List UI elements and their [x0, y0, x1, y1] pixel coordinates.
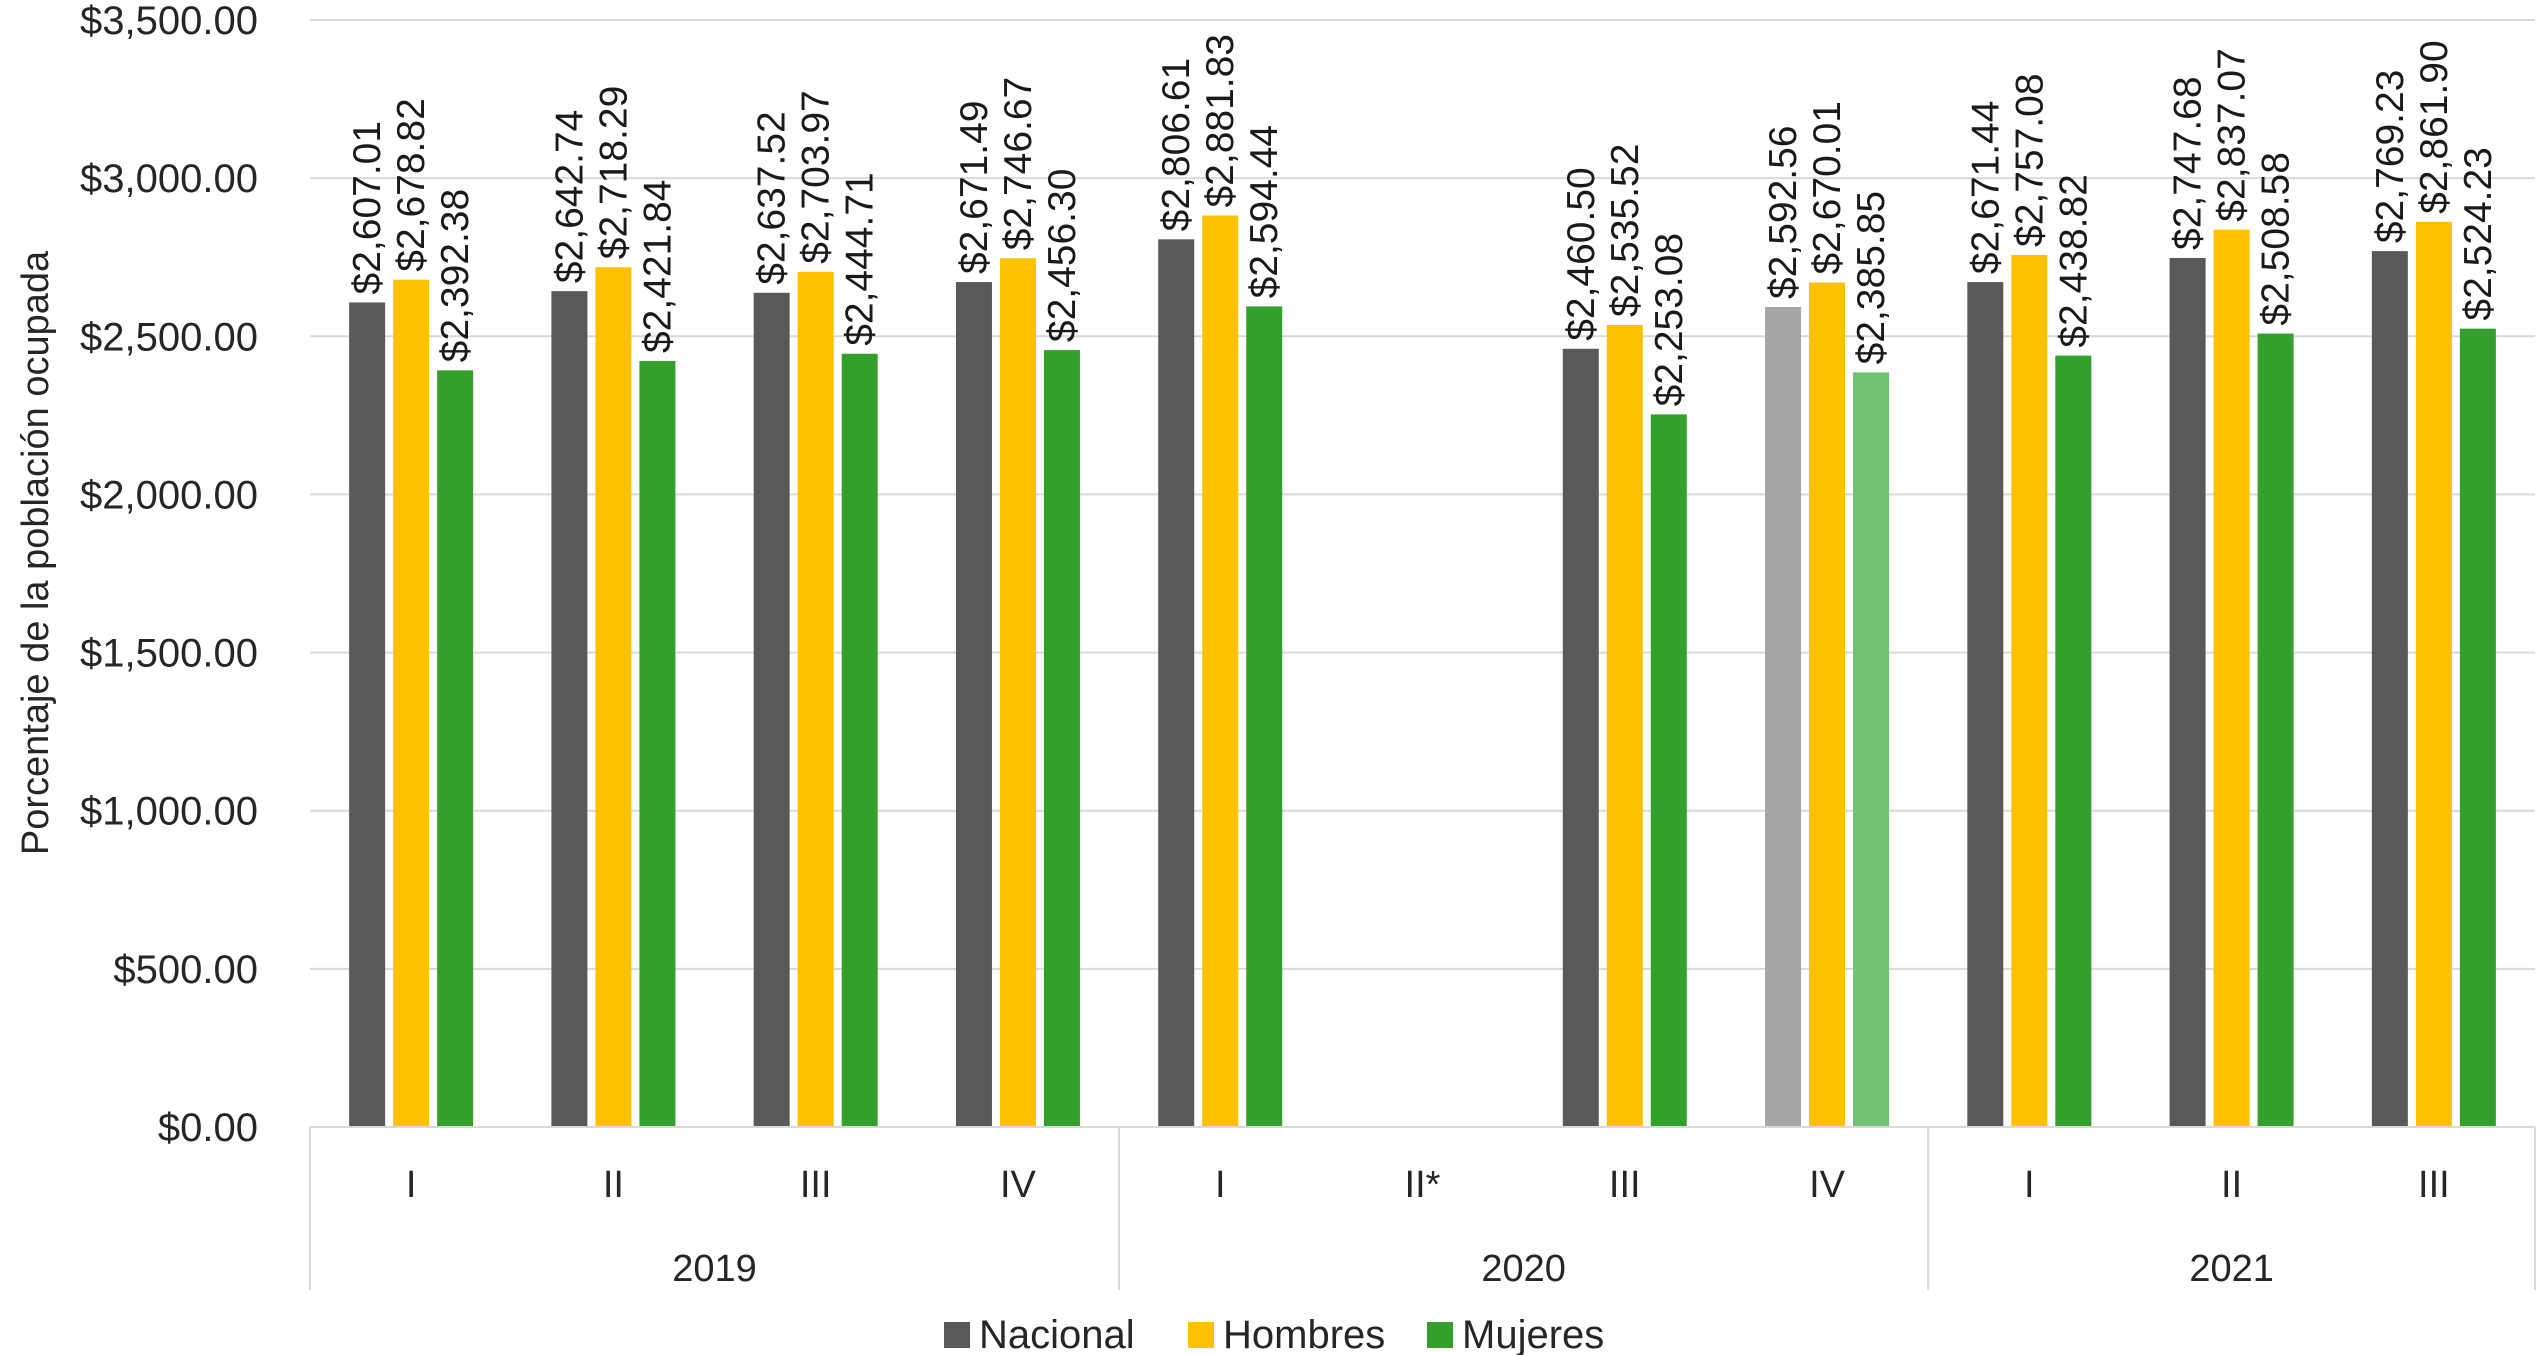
data-label: $2,535.52 [1604, 144, 1647, 318]
data-label: $2,637.52 [751, 111, 794, 285]
bar-hombres [1809, 282, 1846, 1127]
bar-hombres [1202, 215, 1239, 1128]
data-label: $2,444.71 [839, 172, 882, 346]
x-category-label: III [800, 1164, 832, 1206]
data-label: $2,456.30 [1041, 169, 1084, 343]
bar-nacional [551, 291, 588, 1127]
data-label: $2,594.44 [1243, 125, 1286, 299]
data-label: $2,806.61 [1155, 58, 1198, 232]
legend-swatch-hombres [1188, 1322, 1214, 1348]
bar-mujeres [2257, 333, 2294, 1127]
bar-hombres [393, 279, 430, 1127]
y-axis-title: Porcentaje de la población ocupada [15, 250, 57, 855]
x-category-label: IV [1000, 1164, 1037, 1206]
data-label: $2,421.84 [636, 179, 679, 353]
data-labels: $2,607.01 $2,678.82$2,392.38 $2,642.74 $2,7… [346, 34, 2500, 406]
data-label: $2,460.50 [1560, 167, 1603, 341]
data-label: $2,392.38 [434, 189, 477, 363]
bar-nacional [1765, 307, 1802, 1127]
legend-swatch-mujeres [1427, 1322, 1453, 1348]
bar-hombres [797, 271, 834, 1127]
bar-nacional [2169, 257, 2206, 1127]
bar-hombres [999, 258, 1036, 1127]
data-label: $2,607.01 [346, 121, 389, 295]
data-label: $2,837.07 [2211, 48, 2254, 222]
y-tick-label: $3,500.00 [80, 0, 258, 43]
data-label: $2,678.82 [390, 98, 433, 272]
bar-mujeres [437, 370, 474, 1128]
x-category-label: III [2418, 1164, 2450, 1206]
data-label: $2,253.08 [1648, 233, 1691, 407]
data-label: $2,746.67 [997, 77, 1040, 251]
bar-mujeres [841, 353, 878, 1127]
data-label: $2,769.23 [2369, 70, 2412, 244]
data-label: $2,524.23 [2457, 147, 2500, 321]
bar-nacional [349, 302, 386, 1128]
bar-mujeres [639, 361, 676, 1127]
bar-mujeres [2459, 328, 2496, 1128]
x-category-label: I [406, 1164, 417, 1206]
x-group-label: 2021 [2189, 1248, 2274, 1290]
data-label: $2,881.83 [1199, 34, 1242, 208]
bar-nacional [1967, 282, 2004, 1127]
bar-hombres [2011, 254, 2048, 1127]
bar-hombres [2415, 221, 2452, 1128]
y-tick-label: $2,000.00 [80, 473, 258, 517]
x-category-label: IV [1809, 1164, 1846, 1206]
y-tick-label: $3,000.00 [80, 157, 258, 201]
data-label: $2,671.44 [1964, 101, 2007, 275]
y-tick-label: $1,500.00 [80, 632, 258, 676]
data-label: $2,747.68 [2167, 76, 2210, 250]
data-label: $2,385.85 [1850, 191, 1893, 365]
legend-label: Hombres [1223, 1313, 1385, 1355]
y-tick-label: $2,500.00 [80, 315, 258, 359]
bar-nacional [955, 282, 992, 1127]
bar-mujeres [2055, 355, 2092, 1127]
data-label: $2,642.74 [548, 110, 591, 284]
bar-mujeres [1043, 350, 1080, 1127]
data-label: $2,670.01 [1806, 101, 1849, 275]
legend: Nacional Hombres Mujeres [944, 1313, 1604, 1355]
bar-mujeres [1246, 306, 1283, 1128]
data-label: $2,671.49 [953, 101, 996, 275]
x-category-label: I [1215, 1164, 1226, 1206]
bar-nacional [1562, 348, 1599, 1127]
bar-nacional [753, 292, 790, 1127]
x-category-label: I [2024, 1164, 2035, 1206]
bar-hombres [595, 267, 632, 1127]
data-label: $2,703.97 [795, 90, 838, 264]
x-group-label: 2019 [672, 1248, 757, 1290]
bar-mujeres [1853, 372, 1890, 1127]
bars [349, 215, 2496, 1128]
gridlines [310, 19, 2535, 1128]
x-group-label: 2020 [1481, 1248, 1566, 1290]
bar-nacional [2371, 251, 2408, 1128]
x-category-label: II [2221, 1164, 2242, 1206]
x-category-label: II* [1405, 1164, 1441, 1206]
y-tick-label: $1,000.00 [80, 790, 258, 834]
data-label: $2,718.29 [592, 86, 635, 260]
bar-hombres [2213, 229, 2250, 1127]
legend-label: Nacional [979, 1313, 1135, 1355]
data-label: $2,861.90 [2413, 40, 2456, 214]
data-label: $2,757.08 [2008, 73, 2051, 247]
data-label: $2,438.82 [2052, 174, 2095, 348]
data-label: $2,592.56 [1762, 125, 1805, 299]
y-tick-label: $0.00 [158, 1106, 258, 1150]
legend-swatch-nacional [944, 1322, 970, 1348]
x-category-label: III [1609, 1164, 1641, 1206]
legend-label: Mujeres [1462, 1313, 1604, 1355]
y-tick-label: $500.00 [113, 948, 258, 992]
y-axis-tick-labels: $0.00 $500.00 $1,000.00 $1,500.00 $2,000.00 $… [80, 0, 258, 1150]
bar-mujeres [1650, 414, 1687, 1127]
data-label: $2,508.58 [2255, 152, 2298, 326]
x-category-label: II [603, 1164, 624, 1206]
bar-nacional [1158, 239, 1195, 1128]
bar-hombres [1606, 325, 1643, 1127]
